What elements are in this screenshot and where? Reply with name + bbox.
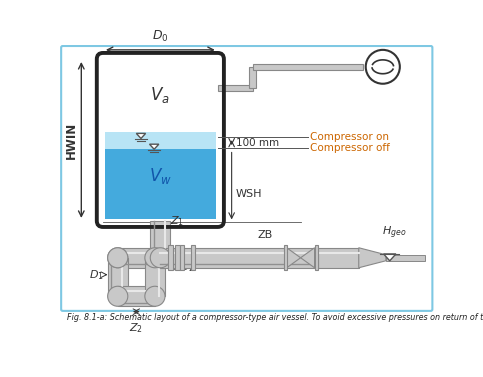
Bar <box>318 248 359 268</box>
Text: 100 mm: 100 mm <box>236 138 279 148</box>
Bar <box>180 245 185 270</box>
Circle shape <box>150 248 170 268</box>
Bar <box>386 255 425 261</box>
Bar <box>284 245 287 270</box>
Bar <box>218 85 253 92</box>
Bar <box>168 245 173 270</box>
Polygon shape <box>287 248 300 268</box>
Bar <box>250 67 256 88</box>
Circle shape <box>108 248 128 268</box>
Text: HWIN: HWIN <box>64 121 77 159</box>
Polygon shape <box>150 144 159 149</box>
Bar <box>145 258 165 296</box>
Bar <box>104 149 216 217</box>
Text: $D_1$: $D_1$ <box>89 268 104 282</box>
Text: $Z_2$: $Z_2$ <box>129 321 143 335</box>
Text: $H_{geo}$: $H_{geo}$ <box>382 224 407 241</box>
Text: $D_2$: $D_2$ <box>180 260 195 274</box>
Bar <box>175 245 180 270</box>
Polygon shape <box>359 248 386 268</box>
Bar <box>118 286 155 306</box>
Text: $V_w$: $V_w$ <box>149 166 172 185</box>
Text: Compressor off: Compressor off <box>310 143 390 153</box>
Bar <box>108 258 128 296</box>
Polygon shape <box>136 133 146 138</box>
Circle shape <box>145 286 165 306</box>
Text: WSH: WSH <box>236 188 262 199</box>
Polygon shape <box>300 248 314 268</box>
Circle shape <box>108 286 128 306</box>
Bar <box>314 245 318 270</box>
Text: $Z_1$: $Z_1$ <box>170 215 185 228</box>
Bar <box>191 245 195 270</box>
Text: Fig. 8.1-a: Schematic layout of a compressor-type air vessel. To avoid excessive: Fig. 8.1-a: Schematic layout of a compre… <box>67 313 483 322</box>
Bar <box>160 248 316 268</box>
Text: $V_a$: $V_a$ <box>151 85 170 105</box>
Bar <box>253 64 363 70</box>
Bar <box>150 221 170 258</box>
Polygon shape <box>384 254 396 261</box>
FancyBboxPatch shape <box>61 46 432 311</box>
Circle shape <box>145 248 165 268</box>
FancyBboxPatch shape <box>97 53 224 227</box>
Bar <box>118 248 160 268</box>
Bar <box>104 132 216 149</box>
Circle shape <box>108 248 128 268</box>
Bar <box>104 138 216 219</box>
Text: Compressor on: Compressor on <box>310 132 389 142</box>
Text: ZB: ZB <box>258 230 273 240</box>
Text: $D_0$: $D_0$ <box>152 29 169 44</box>
